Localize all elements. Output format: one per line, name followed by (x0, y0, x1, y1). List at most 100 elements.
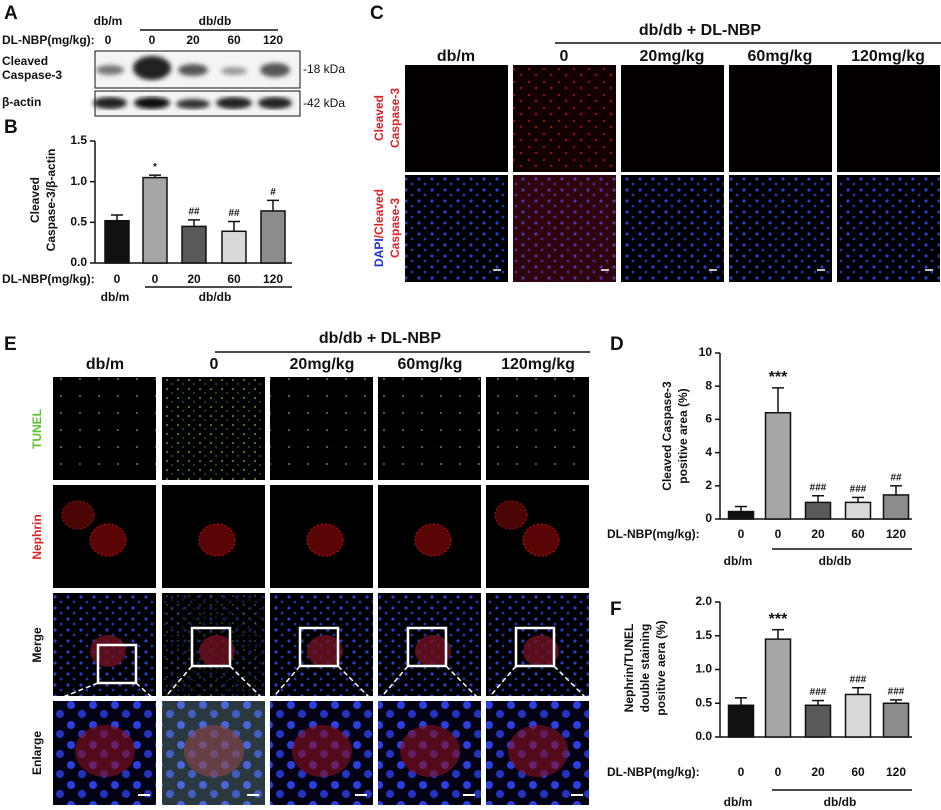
bar (804, 704, 832, 738)
y-tick-label: 1.0 (695, 662, 712, 676)
bands (93, 97, 292, 109)
row-label: Caspase-3 (388, 198, 402, 258)
row-label-part: DAPI (372, 238, 386, 267)
header: db/db + DL-NBP (639, 22, 762, 39)
bar (882, 702, 910, 738)
y-tick-label: 1.5 (70, 133, 87, 147)
y-tick-label: 2.0 (695, 594, 712, 608)
glomerulus (306, 523, 344, 557)
group-label: db/db (199, 290, 232, 304)
dose-label: DL-NBP(mg/kg): (607, 527, 700, 541)
zoom-line (135, 682, 157, 702)
group-label: db/m (94, 14, 123, 28)
zoom-line (553, 665, 590, 702)
glomerulus (198, 523, 236, 557)
bar (727, 510, 755, 520)
zoom-box (190, 626, 232, 668)
blot-label: Caspase-3 (2, 68, 62, 82)
micrograph (837, 65, 940, 172)
x-tick-label: 20 (811, 527, 825, 541)
column-label: 0 (210, 356, 219, 373)
x-tick-label: 60 (851, 765, 865, 779)
y-tick-label: 0.5 (70, 215, 87, 229)
zoom-line (229, 665, 266, 702)
bar (260, 210, 286, 264)
row-label: Caspase-3 (388, 88, 402, 148)
glomerulus (292, 725, 352, 777)
column-label: 120mg/kg (851, 48, 925, 65)
y-axis-label: positive area (%) (676, 388, 690, 483)
micrograph (486, 377, 589, 480)
group-label: db/m (724, 795, 753, 809)
annotation: ### (810, 482, 827, 493)
panel-letter: F (610, 599, 622, 620)
glomerulus (184, 725, 244, 777)
bar (142, 176, 168, 264)
row-label: Cleaved (372, 95, 386, 141)
micrograph (53, 377, 156, 480)
annotation: ### (888, 687, 905, 698)
y-axis-label: Nephrin/TUNEL (622, 624, 636, 713)
x-tick-label: 0 (114, 272, 121, 286)
micrograph (162, 377, 265, 480)
dose: 60 (227, 33, 241, 47)
x-tick-label: 60 (851, 527, 865, 541)
bar (764, 412, 792, 520)
row-label: DAPI/Cleaved (372, 189, 386, 267)
y-tick-label: 6 (705, 412, 712, 426)
column-label: 60mg/kg (748, 48, 813, 65)
dose-label: DL-NBP(mg/kg): (2, 33, 95, 47)
bar (844, 501, 872, 520)
column-label: 20mg/kg (290, 356, 355, 373)
panel-letter: A (4, 3, 18, 24)
glomerulus (523, 635, 559, 667)
zoom-box (514, 626, 556, 668)
group-label: db/db (824, 795, 857, 809)
x-tick-label: 120 (886, 527, 906, 541)
dose: 0 (149, 33, 156, 47)
x-tick-label: 0 (775, 765, 782, 779)
y-axis-label: Cleaved (28, 177, 42, 223)
glomerulus (90, 635, 126, 667)
micrographs (405, 65, 940, 282)
panel-letter: D (610, 334, 624, 355)
zoom-line (52, 682, 99, 702)
glomerulus (522, 523, 560, 557)
bar (104, 219, 130, 264)
panel-letter: B (4, 117, 18, 138)
bands (96, 56, 290, 80)
annotation: *** (769, 369, 788, 386)
group-label: db/m (724, 554, 753, 568)
glomerulus (307, 635, 343, 667)
micrograph (837, 175, 940, 282)
zoom-line (337, 665, 374, 702)
micrograph (729, 175, 832, 282)
y-tick-label: 0 (705, 511, 712, 525)
micrographs (52, 377, 590, 805)
micrograph (513, 65, 616, 172)
y-tick-label: 8 (705, 378, 712, 392)
x-tick-label: 60 (227, 272, 241, 286)
blot-label: β-actin (2, 95, 41, 109)
y-axis-label: positive aera (%) (654, 620, 668, 715)
overlay (162, 701, 265, 805)
annotation: ### (850, 674, 867, 685)
y-tick-label: 0.0 (695, 729, 712, 743)
micrograph (621, 65, 724, 172)
x-tick-label: 120 (886, 765, 906, 779)
overlay (513, 175, 616, 282)
annotation: *** (769, 611, 788, 628)
column-label: db/m (86, 356, 124, 373)
y-tick-label: 1.5 (695, 628, 712, 642)
annotation: * (153, 162, 157, 173)
header: db/db + DL-NBP (319, 330, 442, 347)
dose-label: DL-NBP(mg/kg): (607, 765, 700, 779)
column-label: 60mg/kg (398, 356, 463, 373)
annotation: ## (188, 207, 200, 218)
y-tick-label: 0.5 (695, 695, 712, 709)
micrograph (405, 175, 508, 282)
glomerulus (508, 725, 568, 777)
micrograph (405, 65, 508, 172)
x-tick-label: 120 (263, 272, 283, 286)
